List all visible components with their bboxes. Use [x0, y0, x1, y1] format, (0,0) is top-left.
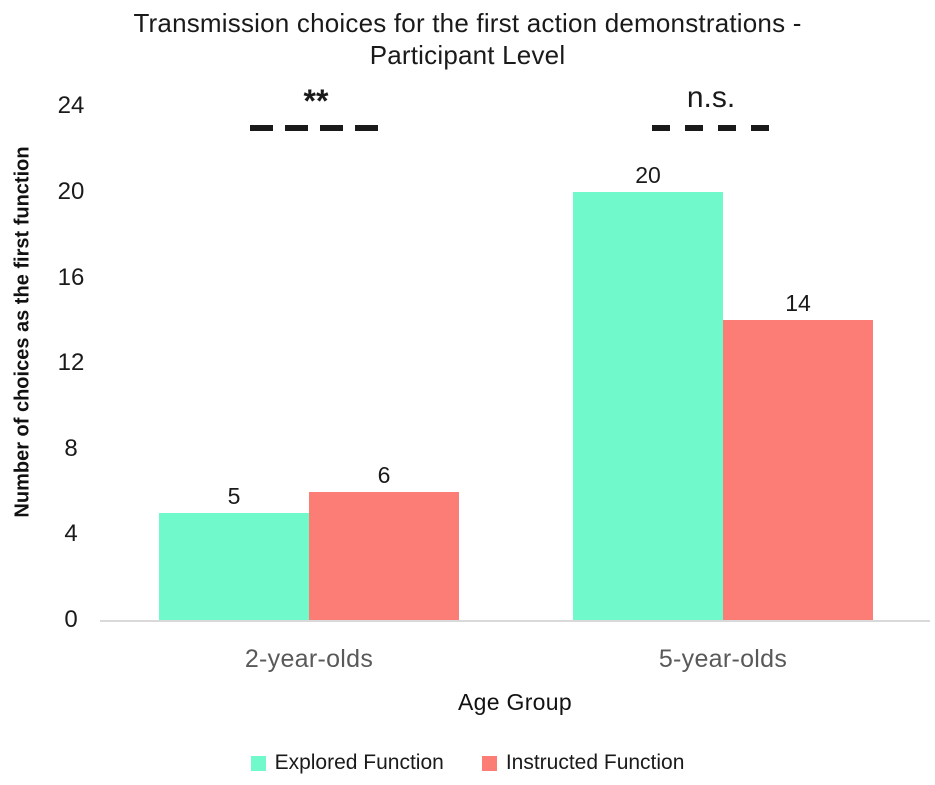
- bar-value-label: 20: [635, 162, 661, 188]
- significance-dash-line: [250, 125, 378, 131]
- chart-title-line2: Participant Level: [369, 40, 566, 70]
- y-tick-label: 0: [64, 606, 78, 633]
- bar-explored-function-5-year-olds: [573, 192, 723, 620]
- y-tick-label: 16: [57, 263, 85, 291]
- y-tick-label: 4: [64, 520, 78, 548]
- legend-item: Instructed Function: [481, 751, 685, 775]
- significance-text: n.s.: [686, 81, 736, 114]
- y-tick-label: 12: [57, 349, 85, 377]
- y-axis-title: Number of choices as the first function: [11, 146, 34, 518]
- y-tick-label: 8: [64, 434, 78, 462]
- legend-label: Instructed Function: [505, 751, 685, 774]
- significance-dash-line: [652, 125, 769, 131]
- legend-swatch: [250, 755, 266, 771]
- legend-item: Explored Function: [250, 751, 444, 775]
- x-axis-line: [100, 620, 930, 622]
- significance-text: **: [303, 83, 329, 119]
- bar-instructed-function-2-year-olds: [309, 492, 459, 620]
- x-axis-title: Age Group: [458, 689, 572, 715]
- legend-swatch: [481, 755, 497, 771]
- y-tick-label: 20: [57, 178, 85, 205]
- y-tick-label: 24: [57, 92, 85, 120]
- category-label: 2-year-olds: [244, 645, 374, 673]
- category-label: 5-year-olds: [658, 645, 788, 673]
- bar-value-label: 6: [377, 462, 391, 488]
- bar-explored-function-2-year-olds: [159, 513, 309, 620]
- chart-title-line1: Transmission choices for the first actio…: [133, 8, 802, 38]
- bar-instructed-function-5-year-olds: [723, 320, 873, 620]
- legend-label: Explored Function: [274, 751, 444, 774]
- bar-value-label: 5: [227, 483, 241, 509]
- chart-title: Transmission choices for the first actio…: [0, 7, 935, 71]
- legend: Explored Function Instructed Function: [0, 751, 935, 775]
- bar-value-label: 14: [785, 290, 811, 316]
